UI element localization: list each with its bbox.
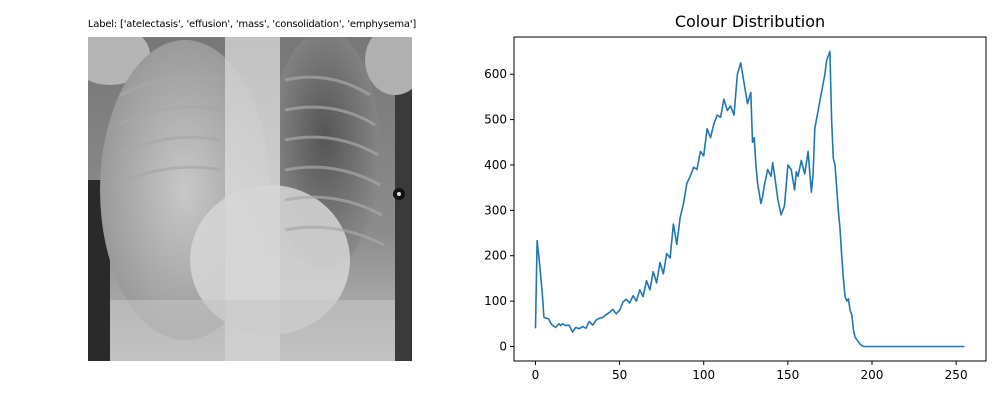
x-tick-label: 200 [861,368,884,382]
series-line [534,50,965,348]
histogram-axes: 0 50 100 150 200 250 0 100 200 300 400 500 600 [484,36,987,382]
y-axis-ticks: 0 100 200 300 400 500 600 [484,67,514,353]
chest-xray-image [88,37,412,361]
x-tick-label: 50 [612,368,627,382]
y-tick-label: 0 [499,339,507,353]
y-tick-label: 400 [484,158,507,172]
x-axis-ticks: 0 50 100 150 200 250 [532,361,968,382]
x-tick-label: 250 [945,368,968,382]
xray-label: Label: ['atelectasis', 'effusion', 'mass… [87,19,417,30]
y-tick-label: 100 [484,294,507,308]
chart-title: Colour Distribution [674,12,826,31]
x-tick-label: 0 [532,368,540,382]
y-tick-label: 300 [484,203,507,217]
x-tick-label: 100 [692,368,715,382]
plot-frame [513,36,987,362]
y-tick-label: 600 [484,67,507,81]
y-tick-label: 200 [484,249,507,263]
y-tick-label: 500 [484,113,507,127]
x-tick-label: 150 [776,368,799,382]
